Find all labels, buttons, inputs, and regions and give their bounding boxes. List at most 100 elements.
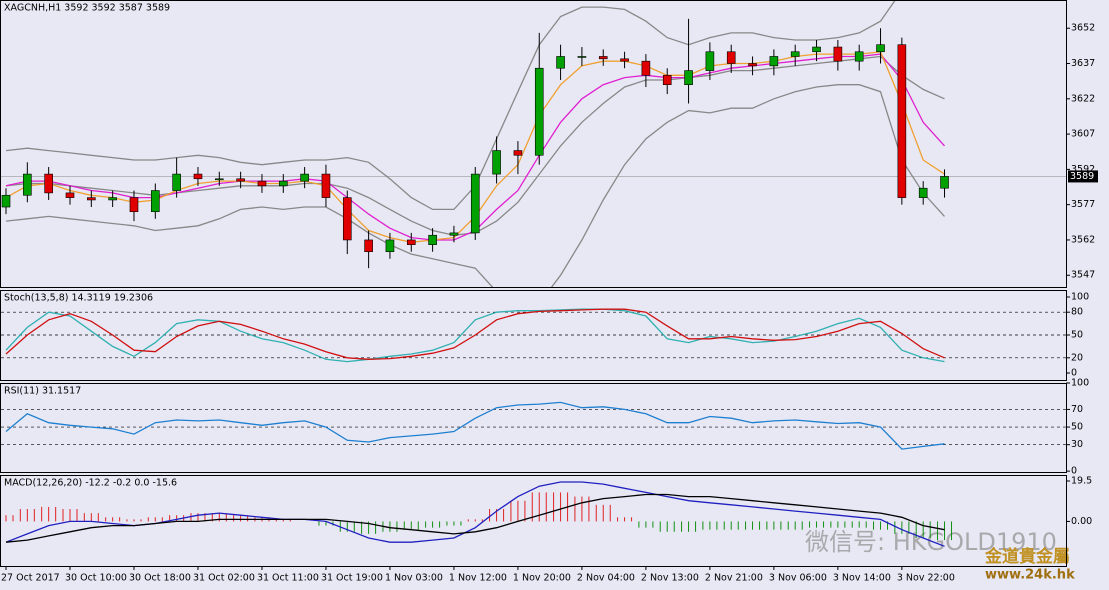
candle-body (534, 67, 544, 156)
panel-title: MACD(12,26,20) -12.2 -0.2 0.0 -15.6 (4, 478, 177, 489)
y-tick-label: 3562 (1071, 234, 1095, 245)
plot-area (1, 1, 1066, 287)
candle-body (215, 178, 224, 181)
x-tick-label: 3 Nov 22:00 (897, 573, 955, 584)
plot-area (5, 308, 945, 363)
candle-body (449, 232, 459, 236)
y-tick-label: 50 (1071, 422, 1083, 433)
y-tick-label: 3607 (1071, 129, 1095, 140)
indicator-line (5, 308, 945, 360)
candle-body (470, 173, 480, 234)
candle-body (300, 173, 309, 182)
candle-body (833, 46, 843, 62)
candle-body (641, 60, 651, 76)
candle-body (364, 239, 373, 253)
panel-title: Stoch(13,5,8) 14.3119 19.2306 (4, 293, 153, 304)
x-tick-label: 3 Nov 06:00 (769, 573, 827, 584)
candle-body (513, 150, 523, 156)
last-price-box (1068, 170, 1098, 183)
plot-area (5, 481, 953, 547)
x-tick-label: 27 Oct 2017 (1, 573, 60, 584)
panel-title: RSI(11) 31.1517 (4, 386, 81, 397)
x-tick-label: 1 Nov 12:00 (449, 573, 507, 584)
candle-body (577, 56, 587, 58)
candle-body (23, 173, 32, 196)
watermark-url: www.24k.hk (985, 568, 1075, 583)
y-tick-label: 0.00 (1071, 516, 1092, 527)
candle-body (556, 56, 565, 69)
candle-body (257, 180, 267, 187)
candle-body (129, 197, 139, 213)
candle-body (87, 197, 96, 201)
x-tick-label: 1 Nov 20:00 (513, 573, 571, 584)
candle-body (897, 44, 907, 198)
y-tick-label: 3622 (1071, 93, 1095, 104)
x-tick-label: 31 Oct 02:00 (193, 573, 255, 584)
x-tick-label: 30 Oct 18:00 (129, 573, 191, 584)
watermark-wechat: 微信号: HKGOLD1910 (805, 528, 1057, 556)
panel-title: XAGCNH,H1 3592 3592 3587 3589 (4, 3, 170, 14)
candle-body (620, 58, 629, 62)
y-tick-label: 20 (1071, 352, 1083, 363)
candle-body (108, 197, 117, 201)
indicator-line (5, 493, 945, 543)
watermark-brand: 金道貴金屬 (984, 546, 1070, 567)
y-tick-label: 3637 (1071, 58, 1095, 69)
y-tick-label: 70 (1071, 404, 1083, 415)
indicator-line (5, 308, 945, 363)
candle-body (940, 176, 949, 189)
candle-body (172, 173, 181, 191)
candle-body (662, 74, 672, 85)
y-tick-label: 50 (1071, 330, 1083, 341)
candle-body (65, 192, 75, 198)
x-tick-label: 2 Nov 13:00 (641, 573, 699, 584)
candle-body (385, 239, 395, 253)
x-tick-label: 31 Oct 19:00 (321, 573, 383, 584)
y-tick-label: 3652 (1071, 23, 1095, 34)
candle-body (193, 173, 203, 180)
y-tick-label: 3592 (1071, 164, 1095, 175)
candle-body (428, 234, 437, 245)
candle-body (44, 173, 53, 194)
candle-body (406, 239, 416, 245)
plot-area (5, 401, 945, 450)
candle-body (342, 197, 352, 241)
candle-body (876, 44, 885, 53)
candle-body (684, 70, 693, 85)
candle-body (151, 190, 160, 213)
candle-body (854, 51, 864, 62)
y-tick-label: 3547 (1071, 270, 1095, 281)
indicator-line (5, 401, 945, 450)
y-tick-label: 0 (1071, 466, 1077, 477)
indicator-line (5, 84, 945, 287)
indicator-line (5, 481, 945, 547)
x-tick-label: 2 Nov 21:00 (705, 573, 763, 584)
y-tick-label: 80 (1071, 307, 1083, 318)
x-tick-label: 2 Nov 04:00 (577, 573, 635, 584)
candle-body (748, 63, 757, 67)
candle-body (598, 56, 608, 60)
y-tick-label: 30 (1071, 439, 1083, 450)
candle-body (769, 56, 779, 67)
panel-frame (0, 290, 1067, 381)
y-tick-label: 3577 (1071, 199, 1095, 210)
candle-body (278, 180, 288, 187)
panel-frame (0, 383, 1067, 473)
candle-body (918, 187, 928, 198)
candle-body (1, 194, 11, 208)
candle-body (705, 51, 715, 71)
x-tick-label: 3 Nov 14:00 (833, 573, 891, 584)
candle-body (492, 150, 501, 175)
candle-body (321, 173, 331, 198)
y-tick-label: 100 (1071, 291, 1089, 302)
y-tick-label: 100 (1071, 378, 1089, 389)
last-price-label: 3589 (1070, 171, 1094, 182)
x-tick-label: 31 Oct 11:00 (257, 573, 319, 584)
panel-frame (0, 0, 1067, 288)
candle-body (790, 51, 800, 57)
y-tick-label: 19.5 (1071, 476, 1092, 487)
candle-body (726, 51, 736, 64)
